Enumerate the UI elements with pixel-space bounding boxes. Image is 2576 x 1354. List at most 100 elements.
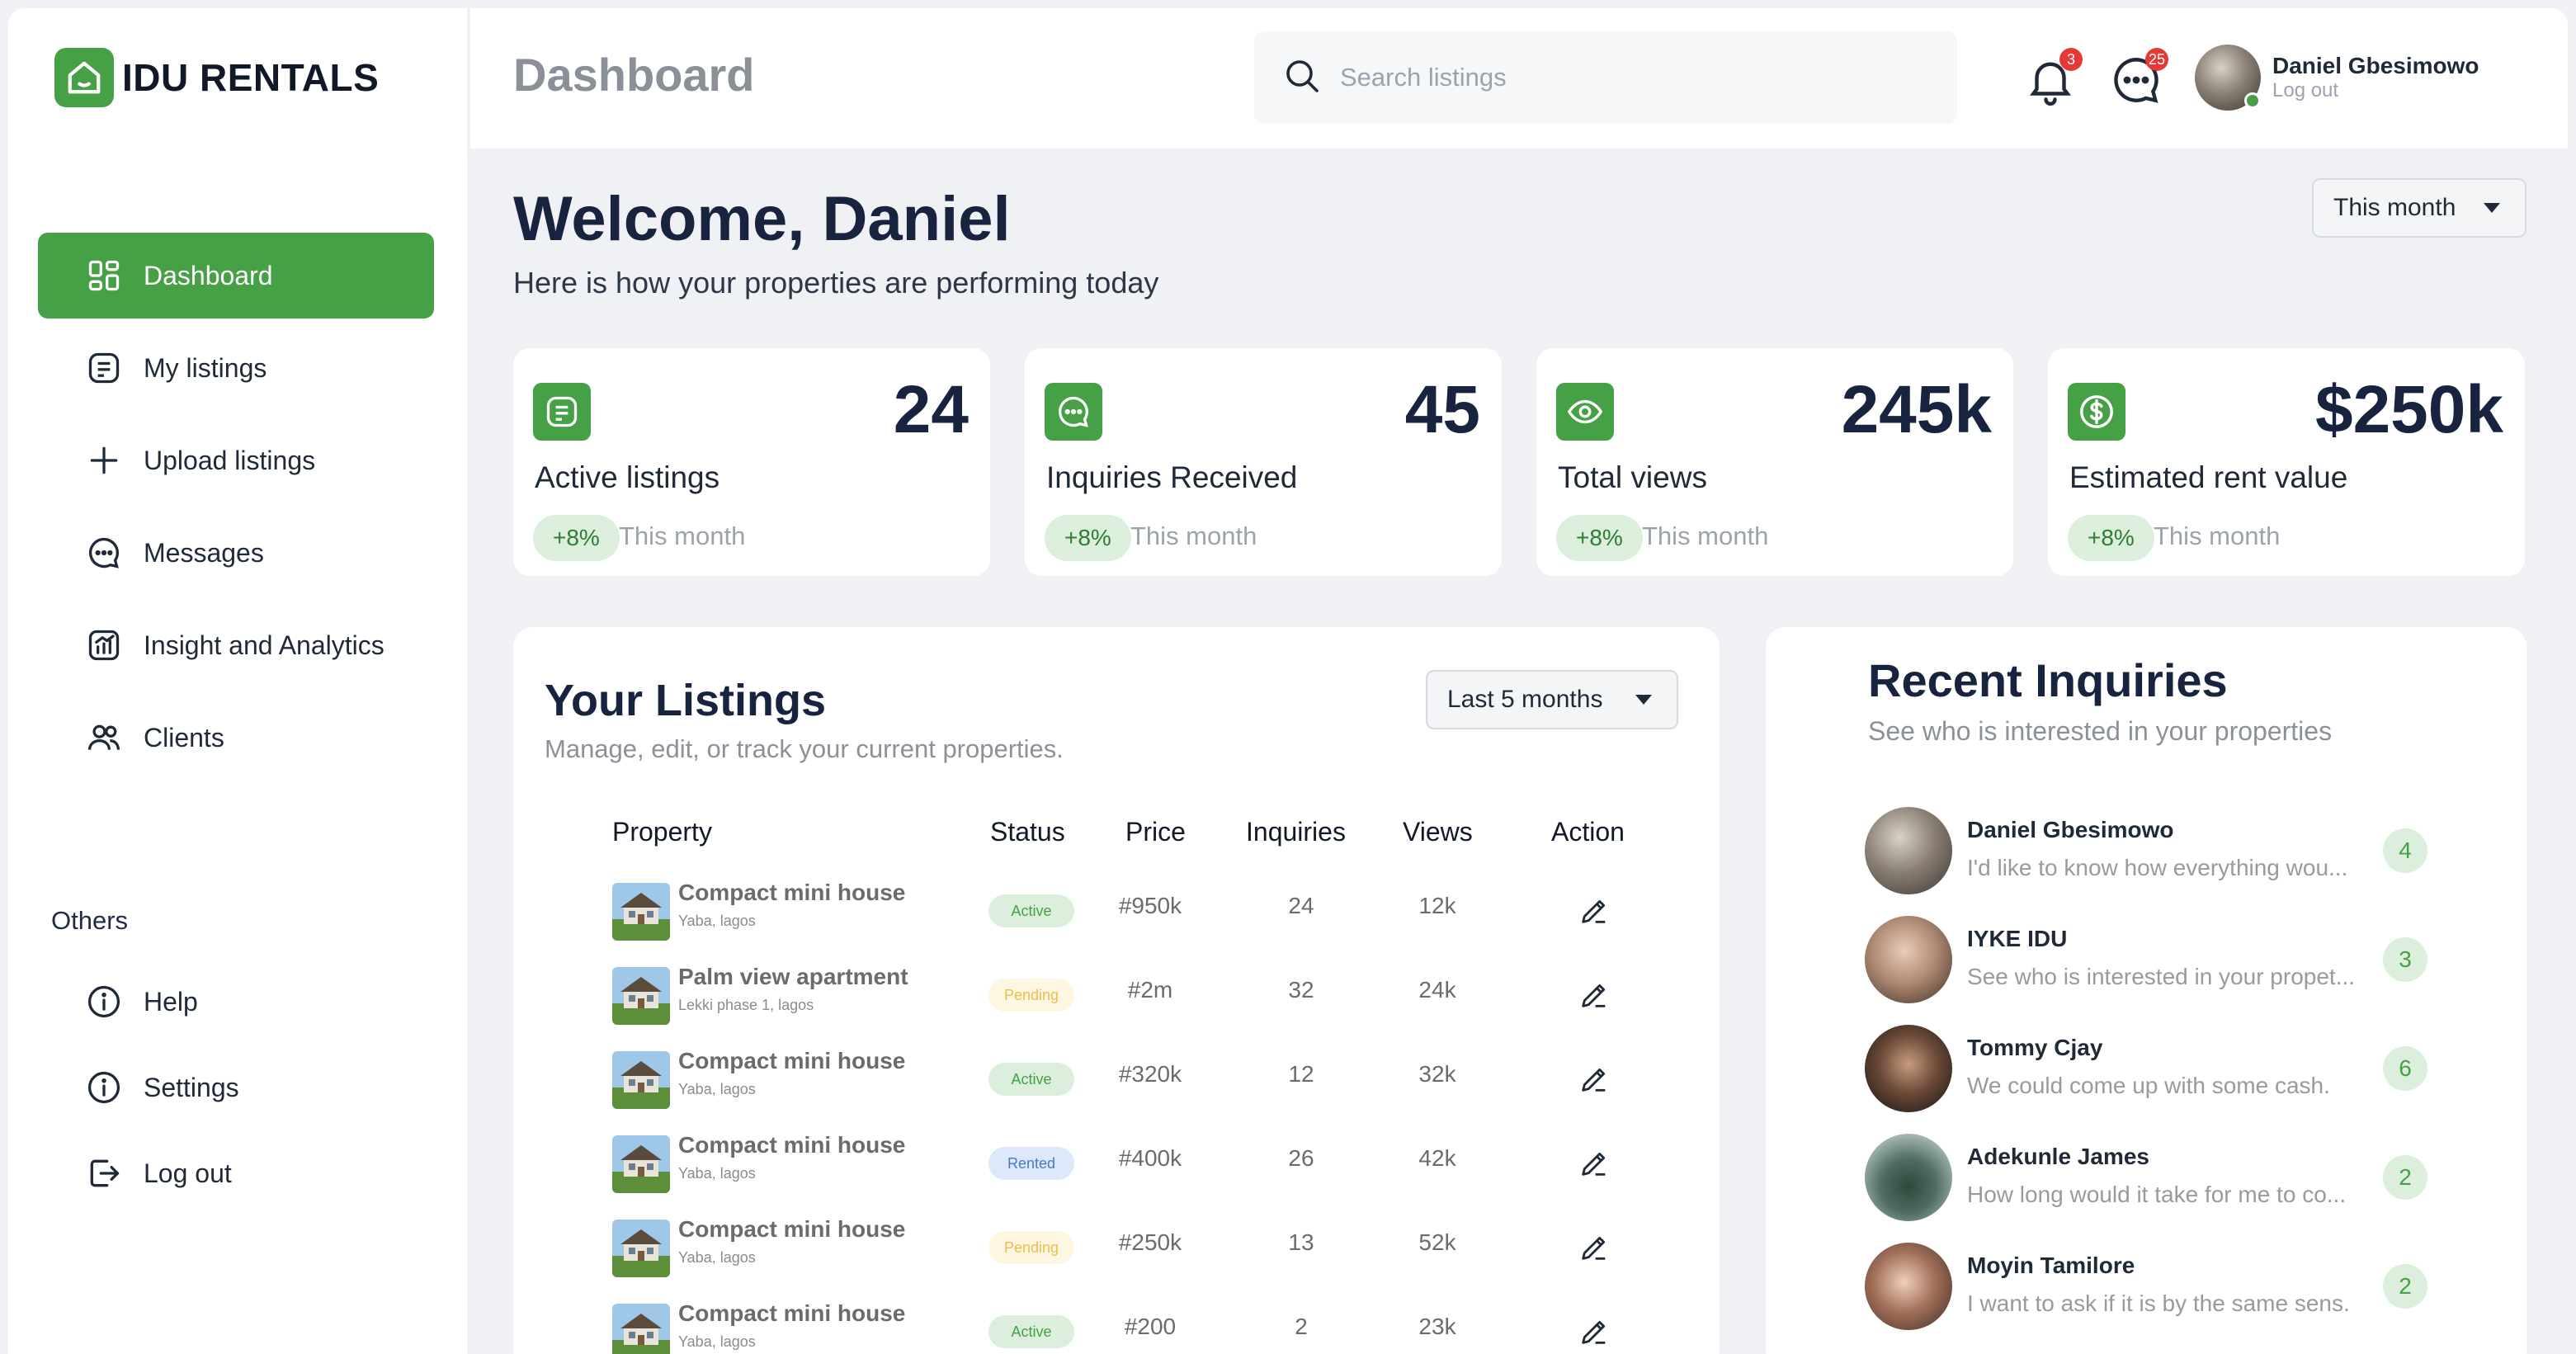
inquirer-name: Daniel Gbesimowo: [1967, 817, 2174, 842]
inquiry-item[interactable]: Tommy Cjay We could come up with some cas…: [1865, 1025, 2492, 1116]
stat-card-active-listings[interactable]: 24 Active listings +8% This month: [513, 348, 990, 576]
column-header-views[interactable]: Views: [1403, 817, 1473, 847]
avatar: [1865, 807, 1952, 894]
sidebar-item-help[interactable]: Help: [38, 962, 434, 1041]
price-cell: #200: [1124, 1314, 1177, 1339]
inquiries-subtitle: See who is interested in your properties: [1868, 716, 2333, 746]
inquiry-count-badge: 2: [2383, 1264, 2427, 1309]
edit-listing-button[interactable]: [1578, 1231, 1611, 1264]
stat-value: 245k: [1841, 372, 1992, 447]
table-row[interactable]: Palm view apartment Lekki phase 1, lagos P…: [513, 959, 1720, 1043]
range-dropdown[interactable]: Last 5 months: [1426, 670, 1678, 729]
listings-panel: Your Listings Manage, edit, or track you…: [513, 627, 1720, 1354]
stat-period: This month: [1642, 521, 1769, 550]
status-badge: Pending: [988, 979, 1074, 1012]
notifications-badge: 3: [2059, 48, 2083, 71]
notifications-button[interactable]: 3: [2023, 48, 2083, 112]
inquiry-item[interactable]: Adekunle James How long would it take for…: [1865, 1134, 2492, 1224]
stat-card-total-views[interactable]: 245k Total views +8% This month: [1536, 348, 2013, 576]
analytics-icon: [84, 625, 124, 665]
header-logout-link[interactable]: Log out: [2272, 79, 2339, 101]
period-dropdown[interactable]: This month: [2312, 178, 2526, 238]
sidebar-item-messages[interactable]: Messages: [38, 510, 434, 596]
search-bar[interactable]: [1254, 31, 1957, 124]
table-row[interactable]: Compact mini house Yaba, lagos Active #950k…: [513, 875, 1720, 959]
stat-period: This month: [619, 521, 746, 550]
inquiry-item[interactable]: IYKE IDU See who is interested in your pr…: [1865, 916, 2492, 1007]
column-header-property[interactable]: Property: [612, 817, 712, 847]
inquiry-message-preview: I'd like to know how everything wou...: [1967, 855, 2348, 880]
grid-icon: [84, 256, 124, 295]
sidebar-item-settings[interactable]: Settings: [38, 1048, 434, 1127]
sidebar-item-label: Log out: [144, 1158, 232, 1188]
list-icon: [533, 383, 591, 441]
property-name[interactable]: Compact mini house: [678, 1216, 906, 1242]
stat-value: $250k: [2314, 372, 2503, 447]
stat-label: Total views: [1558, 460, 1707, 494]
stat-change-badge: +8%: [2068, 515, 2154, 561]
inquiry-count-badge: 4: [2383, 828, 2427, 873]
range-dropdown-value: Last 5 months: [1447, 686, 1603, 713]
property-name[interactable]: Compact mini house: [678, 880, 906, 905]
sidebar-item-dashboard[interactable]: Dashboard: [38, 233, 434, 318]
sidebar-item-label: My listings: [144, 352, 267, 383]
edit-listing-button[interactable]: [1578, 1315, 1611, 1348]
sidebar-item-log-out[interactable]: Log out: [38, 1134, 434, 1213]
app-logo[interactable]: IDU RENTALS: [54, 48, 379, 107]
avatar: [2195, 45, 2261, 111]
column-header-status[interactable]: Status: [990, 817, 1065, 847]
table-row[interactable]: Compact mini house Yaba, lagos Pending #250…: [513, 1211, 1720, 1295]
column-header-price[interactable]: Price: [1125, 817, 1186, 847]
avatar: [1865, 1243, 1952, 1330]
property-name[interactable]: Compact mini house: [678, 1300, 906, 1326]
logout-icon: [84, 1153, 124, 1193]
property-location: Lekki phase 1, lagos: [678, 997, 814, 1013]
property-name[interactable]: Palm view apartment: [678, 964, 908, 989]
table-row[interactable]: Compact mini house Yaba, lagos Active #200 2…: [513, 1295, 1720, 1354]
edit-listing-button[interactable]: [1578, 979, 1611, 1012]
messages-button[interactable]: 25: [2109, 48, 2168, 112]
edit-listing-button[interactable]: [1578, 1063, 1611, 1096]
sidebar-item-label: Settings: [144, 1072, 239, 1102]
dollar-icon: [2068, 383, 2125, 441]
property-name[interactable]: Compact mini house: [678, 1048, 906, 1073]
list-icon: [84, 348, 124, 388]
table-row[interactable]: Compact mini house Yaba, lagos Active #320k…: [513, 1043, 1720, 1127]
sidebar-item-insight-analytics[interactable]: Insight and Analytics: [38, 602, 434, 688]
property-thumbnail: [612, 1220, 670, 1277]
sidebar-item-upload-listings[interactable]: Upload listings: [38, 418, 434, 503]
welcome-subtitle: Here is how your properties are performi…: [513, 266, 1159, 300]
views-cell: 42k: [1418, 1145, 1456, 1171]
inquiry-message-preview: We could come up with some cash.: [1967, 1073, 2330, 1098]
stat-card-inquiries[interactable]: 45 Inquiries Received +8% This month: [1025, 348, 1502, 576]
stat-label: Inquiries Received: [1046, 460, 1298, 494]
avatar: [1865, 916, 1952, 1003]
avatar: [1865, 1134, 1952, 1221]
edit-listing-button[interactable]: [1578, 894, 1611, 927]
inquiry-message-preview: How long would it take for me to co...: [1967, 1182, 2347, 1207]
property-location: Yaba, lagos: [678, 1333, 756, 1350]
inquiry-item[interactable]: Moyin Tamilore I want to ask if it is by …: [1865, 1243, 2492, 1333]
pencil-icon: [1582, 984, 1606, 1007]
edit-listing-button[interactable]: [1578, 1147, 1611, 1180]
search-input[interactable]: [1340, 63, 1901, 92]
stat-card-estimated-rent[interactable]: $250k Estimated rent value +8% This mont…: [2048, 348, 2525, 576]
column-header-inquiries[interactable]: Inquiries: [1246, 817, 1346, 847]
stat-period: This month: [1130, 521, 1257, 550]
inquiry-item[interactable]: Daniel Gbesimowo I'd like to know how eve…: [1865, 807, 2492, 898]
property-name[interactable]: Compact mini house: [678, 1132, 906, 1158]
user-profile[interactable]: Daniel Gbesimowo Log out: [2195, 45, 2479, 111]
sidebar-item-my-listings[interactable]: My listings: [38, 325, 434, 411]
sidebar-item-label: Help: [144, 986, 198, 1017]
views-cell: 24k: [1418, 977, 1456, 1003]
stat-change-badge: +8%: [1556, 515, 1643, 561]
stat-label: Active listings: [535, 460, 720, 494]
inquiry-count-badge: 2: [2383, 1155, 2427, 1200]
status-badge: Pending: [988, 1231, 1074, 1264]
sidebar-item-clients[interactable]: Clients: [38, 695, 434, 781]
page-title: Dashboard: [513, 49, 755, 101]
property-thumbnail: [612, 1051, 670, 1109]
table-row[interactable]: Compact mini house Yaba, lagos Rented #400k…: [513, 1127, 1720, 1211]
others-section-label: Others: [51, 906, 129, 935]
